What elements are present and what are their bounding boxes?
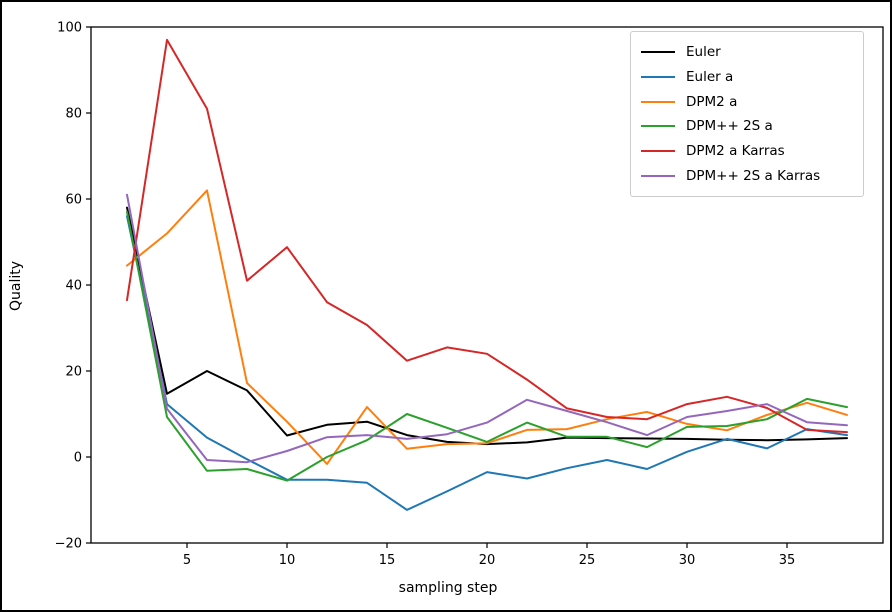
x-tick-label: 35 — [779, 553, 796, 568]
y-tick-label: 0 — [74, 451, 82, 466]
legend-label: DPM2 a Karras — [686, 143, 785, 160]
x-tick-label: 10 — [279, 553, 296, 568]
y-axis-label: Quality — [8, 260, 24, 312]
legend-line-swatch — [641, 125, 675, 128]
series-line-dpm-2s-a-karras — [126, 193, 848, 464]
y-tick-label: 80 — [65, 107, 82, 122]
y-tick-label: −20 — [55, 537, 82, 552]
series-line-dpm2-a — [126, 189, 848, 465]
legend-line-swatch — [641, 174, 675, 177]
legend: Euler Euler a DPM2 a DPM++ 2S a DPM2 a Karra… — [630, 31, 864, 197]
legend-line-swatch — [641, 51, 675, 54]
y-tick-label: 60 — [65, 193, 82, 208]
legend-item-dpm-2s-a-karras: DPM++ 2S a Karras — [641, 163, 853, 188]
legend-label: Euler a — [686, 69, 734, 85]
legend-label: DPM++ 2S a Karras — [686, 167, 821, 184]
x-tick-label: 20 — [479, 553, 496, 568]
x-axis-label: sampling step — [398, 580, 498, 596]
y-tick-label: 40 — [65, 279, 82, 294]
legend-item-euler: Euler — [641, 40, 853, 65]
legend-item-dpm2-a: DPM2 a — [641, 89, 853, 114]
y-tick-label: 20 — [65, 365, 82, 380]
x-tick-label: 30 — [679, 553, 696, 568]
legend-item-euler-a: Euler a — [641, 65, 853, 90]
legend-line-swatch — [641, 100, 675, 103]
legend-line-swatch — [641, 76, 675, 78]
legend-item-dpm-2s-a: DPM++ 2S a — [641, 114, 853, 139]
x-tick-label: 15 — [379, 553, 396, 568]
x-tick-label: 5 — [183, 553, 191, 568]
y-tick-label: 100 — [57, 21, 82, 36]
legend-label: DPM2 a — [686, 93, 738, 110]
x-tick-label: 25 — [579, 553, 596, 568]
series-line-dpm-2s-a — [126, 210, 848, 482]
legend-label: Euler — [686, 44, 721, 61]
legend-line-swatch — [641, 150, 675, 153]
legend-item-dpm2-a-karras: DPM2 a Karras — [641, 139, 853, 164]
series-line-euler-a — [126, 215, 848, 511]
legend-label: DPM++ 2S a — [686, 118, 773, 135]
series-line-dpm2-a-karras — [126, 38, 848, 434]
